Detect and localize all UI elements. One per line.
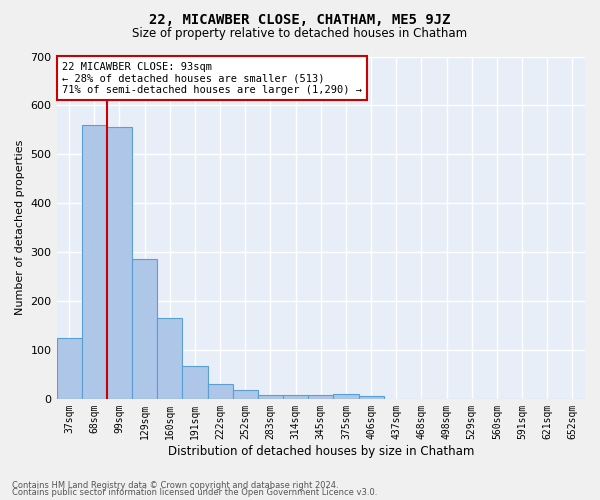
Bar bbox=[182, 366, 208, 399]
Text: Size of property relative to detached houses in Chatham: Size of property relative to detached ho… bbox=[133, 28, 467, 40]
Text: Contains HM Land Registry data © Crown copyright and database right 2024.: Contains HM Land Registry data © Crown c… bbox=[12, 480, 338, 490]
X-axis label: Distribution of detached houses by size in Chatham: Distribution of detached houses by size … bbox=[167, 444, 474, 458]
Bar bbox=[157, 318, 182, 399]
Bar bbox=[56, 338, 82, 399]
Bar bbox=[258, 395, 283, 399]
Bar bbox=[308, 395, 334, 399]
Bar bbox=[334, 394, 359, 399]
Text: 22, MICAWBER CLOSE, CHATHAM, ME5 9JZ: 22, MICAWBER CLOSE, CHATHAM, ME5 9JZ bbox=[149, 12, 451, 26]
Y-axis label: Number of detached properties: Number of detached properties bbox=[15, 140, 25, 316]
Bar bbox=[359, 396, 383, 399]
Bar bbox=[132, 260, 157, 399]
Bar bbox=[107, 128, 132, 399]
Bar bbox=[233, 390, 258, 399]
Bar bbox=[82, 125, 107, 399]
Bar bbox=[208, 384, 233, 399]
Text: Contains public sector information licensed under the Open Government Licence v3: Contains public sector information licen… bbox=[12, 488, 377, 497]
Text: 22 MICAWBER CLOSE: 93sqm
← 28% of detached houses are smaller (513)
71% of semi-: 22 MICAWBER CLOSE: 93sqm ← 28% of detach… bbox=[62, 62, 362, 95]
Bar bbox=[283, 395, 308, 399]
